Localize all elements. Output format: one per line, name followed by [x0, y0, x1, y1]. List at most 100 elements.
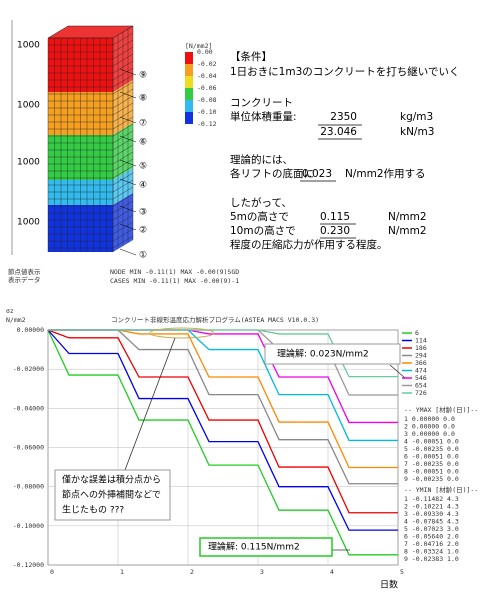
- callout-text: 生じたもの ???: [62, 504, 124, 516]
- legend-label: 114: [415, 337, 427, 345]
- y-tick-label: -0.06000: [13, 444, 44, 452]
- legend-swatch: [185, 112, 193, 124]
- leader: [119, 223, 137, 231]
- arrow: [389, 364, 406, 379]
- text: 10mの高さで: [230, 224, 296, 237]
- height-label: 1000: [17, 218, 40, 228]
- table-row: 6 -0.00051 0.0: [404, 453, 459, 461]
- text: コンクリート: [230, 97, 293, 109]
- series-line: [47, 329, 398, 514]
- marker: ⑦: [139, 119, 147, 129]
- table-row: 1 0.00000 0.0: [404, 415, 455, 423]
- conditions: 【条件】 1日おきに1m3のコンクリートを打ち継いでいく コンクリート 単位体積…: [230, 50, 459, 251]
- table-title: -- YMIN [材齢(日)]--: [404, 485, 478, 494]
- table-row: 2 0.00000 0.0: [404, 423, 455, 431]
- text: 各リフトの底面に: [230, 167, 314, 180]
- footer-data: NODE MIN -0.11(1) MAX -0.00(9)SGD: [110, 268, 239, 276]
- marker: ⑤: [139, 162, 147, 172]
- text: 程度の圧縮応力が作用する程度。: [230, 238, 388, 251]
- value: 0.023: [302, 168, 332, 180]
- text: したがって、: [230, 196, 292, 209]
- marker: ①: [139, 251, 147, 261]
- legend-swatch: [185, 88, 193, 100]
- legend-label: 294: [415, 352, 427, 360]
- leader: [119, 205, 137, 213]
- footer: 節点値表示: [8, 267, 41, 276]
- height-label: 1000: [17, 158, 40, 168]
- table-row: 7 -0.00235 0.0: [404, 460, 459, 468]
- table-row: 4 -0.00051 0.0: [404, 438, 459, 446]
- leader: [119, 91, 137, 99]
- table-row: 9 -0.02383 1.0: [404, 555, 459, 563]
- leader: [119, 116, 137, 124]
- table-title: -- YMAX [材齢(日)]--: [404, 405, 478, 414]
- legend-value: -0.10: [197, 108, 217, 116]
- unit: kg/m3: [400, 111, 433, 123]
- x-tick-label: 1: [120, 568, 124, 576]
- unit: kN/m3: [400, 126, 434, 138]
- legend-label: 654: [415, 382, 427, 390]
- y-tick-label: -0.02000: [13, 365, 44, 373]
- underlines: [300, 124, 362, 239]
- legend-value: -0.04: [197, 72, 217, 80]
- legend-swatch: [185, 64, 193, 76]
- x-tick-label: 4: [330, 568, 334, 576]
- legend-swatch: [185, 76, 193, 88]
- y-tick-label: -0.08000: [13, 483, 44, 491]
- series-line: [47, 329, 398, 531]
- text: 1日おきに1m3のコンクリートを打ち継いでいく: [230, 65, 459, 78]
- callout-text: 理論解: 0.023N/mm2: [277, 348, 369, 360]
- marker: ③: [139, 208, 147, 218]
- marker: ⑥: [139, 138, 147, 148]
- marker: ④: [139, 181, 147, 191]
- heading: 【条件】: [230, 50, 272, 63]
- leader: [119, 159, 137, 167]
- value: 2350: [330, 111, 357, 123]
- legend-value: -0.08: [197, 96, 217, 104]
- column-figure: 1000 1000 1000 1000 ⑨ ⑧ ⑦ ⑥ ⑤ ④ ③ ② ① [N/mm2]0.00 -0.0…: [8, 20, 239, 285]
- legend-label: 474: [415, 367, 427, 375]
- legend-swatch: [185, 100, 193, 112]
- table-row: 5 -0.07023 3.0: [404, 525, 459, 533]
- arrow: [124, 337, 176, 471]
- y-tick-label: -0.04000: [13, 404, 44, 412]
- table-row: 7 -0.04716 2.0: [404, 540, 459, 548]
- line-chart: コンクリート非線形温度応力解析プログラム(ASTEA MACS V10.0.3)…: [6, 307, 478, 591]
- highlight: [149, 327, 215, 339]
- text: 5mの高さで: [230, 210, 289, 223]
- value: 0.230: [320, 225, 350, 237]
- callout-text: 節点への外挿補間などで: [62, 489, 161, 501]
- table-row: 5 -0.00235 0.0: [404, 445, 459, 453]
- unit: N/mm2: [388, 211, 427, 223]
- x-tick-label: 3: [260, 568, 264, 576]
- y-label: σz: [6, 307, 14, 315]
- legend-unit: [N/mm2]: [185, 42, 212, 50]
- callout-text: 僅かな誤差は積分点から: [62, 474, 161, 486]
- x-label: 日数: [380, 579, 398, 591]
- callout: [199, 537, 333, 557]
- callout: [54, 469, 171, 521]
- table-row: 9 -0.00235 0.0: [404, 475, 459, 483]
- y-tick-label: 0.00000: [17, 326, 44, 334]
- table-row: 3 -0.09330 4.3: [404, 510, 459, 518]
- marker: ⑧: [139, 94, 147, 104]
- text: 理論的には、: [230, 153, 293, 166]
- y-tick-label: -0.10000: [13, 522, 44, 530]
- legend-value: -0.12: [197, 120, 217, 128]
- legend-value: 0.00: [197, 48, 213, 56]
- value: 0.115: [320, 211, 350, 223]
- table-row: 1 -0.11482 4.3: [404, 495, 459, 503]
- table-row: 3 0.00000 0.0: [404, 430, 455, 438]
- y-unit: N/mm2: [6, 316, 26, 324]
- legend-label: 726: [415, 389, 427, 397]
- table-row: 6 -0.05640 2.0: [404, 533, 459, 541]
- legend-label: 6: [415, 329, 419, 337]
- legend-label: 366: [415, 359, 427, 367]
- table-row: 8 -0.00051 0.0: [404, 468, 459, 476]
- unit: N/mm2: [388, 225, 427, 237]
- leader: [119, 178, 137, 186]
- legend-swatch: [185, 52, 193, 64]
- leader: [119, 135, 137, 143]
- footer: 表示データ: [8, 275, 41, 284]
